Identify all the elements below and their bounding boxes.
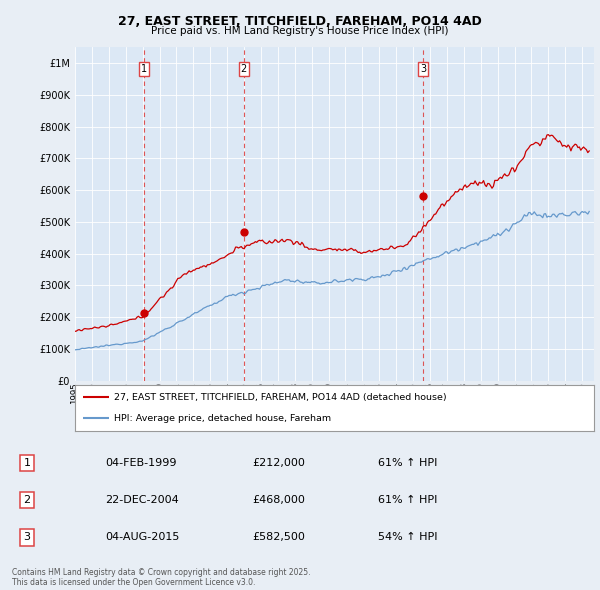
- Text: 61% ↑ HPI: 61% ↑ HPI: [378, 458, 437, 468]
- Text: 54% ↑ HPI: 54% ↑ HPI: [378, 533, 437, 542]
- Text: 27, EAST STREET, TITCHFIELD, FAREHAM, PO14 4AD: 27, EAST STREET, TITCHFIELD, FAREHAM, PO…: [118, 15, 482, 28]
- Text: 27, EAST STREET, TITCHFIELD, FAREHAM, PO14 4AD (detached house): 27, EAST STREET, TITCHFIELD, FAREHAM, PO…: [114, 392, 446, 402]
- Text: 61% ↑ HPI: 61% ↑ HPI: [378, 496, 437, 505]
- Text: 1: 1: [23, 458, 31, 468]
- Text: HPI: Average price, detached house, Fareham: HPI: Average price, detached house, Fare…: [114, 414, 331, 423]
- Text: Price paid vs. HM Land Registry's House Price Index (HPI): Price paid vs. HM Land Registry's House …: [151, 26, 449, 36]
- Text: 1: 1: [141, 64, 147, 74]
- Text: £212,000: £212,000: [252, 458, 305, 468]
- Text: £468,000: £468,000: [252, 496, 305, 505]
- Text: 3: 3: [420, 64, 426, 74]
- Text: 2: 2: [241, 64, 247, 74]
- Text: Contains HM Land Registry data © Crown copyright and database right 2025.
This d: Contains HM Land Registry data © Crown c…: [12, 568, 311, 587]
- Text: 2: 2: [23, 496, 31, 505]
- Text: 04-AUG-2015: 04-AUG-2015: [105, 533, 179, 542]
- Text: 3: 3: [23, 533, 31, 542]
- Text: £582,500: £582,500: [252, 533, 305, 542]
- Text: 04-FEB-1999: 04-FEB-1999: [105, 458, 176, 468]
- Text: 22-DEC-2004: 22-DEC-2004: [105, 496, 179, 505]
